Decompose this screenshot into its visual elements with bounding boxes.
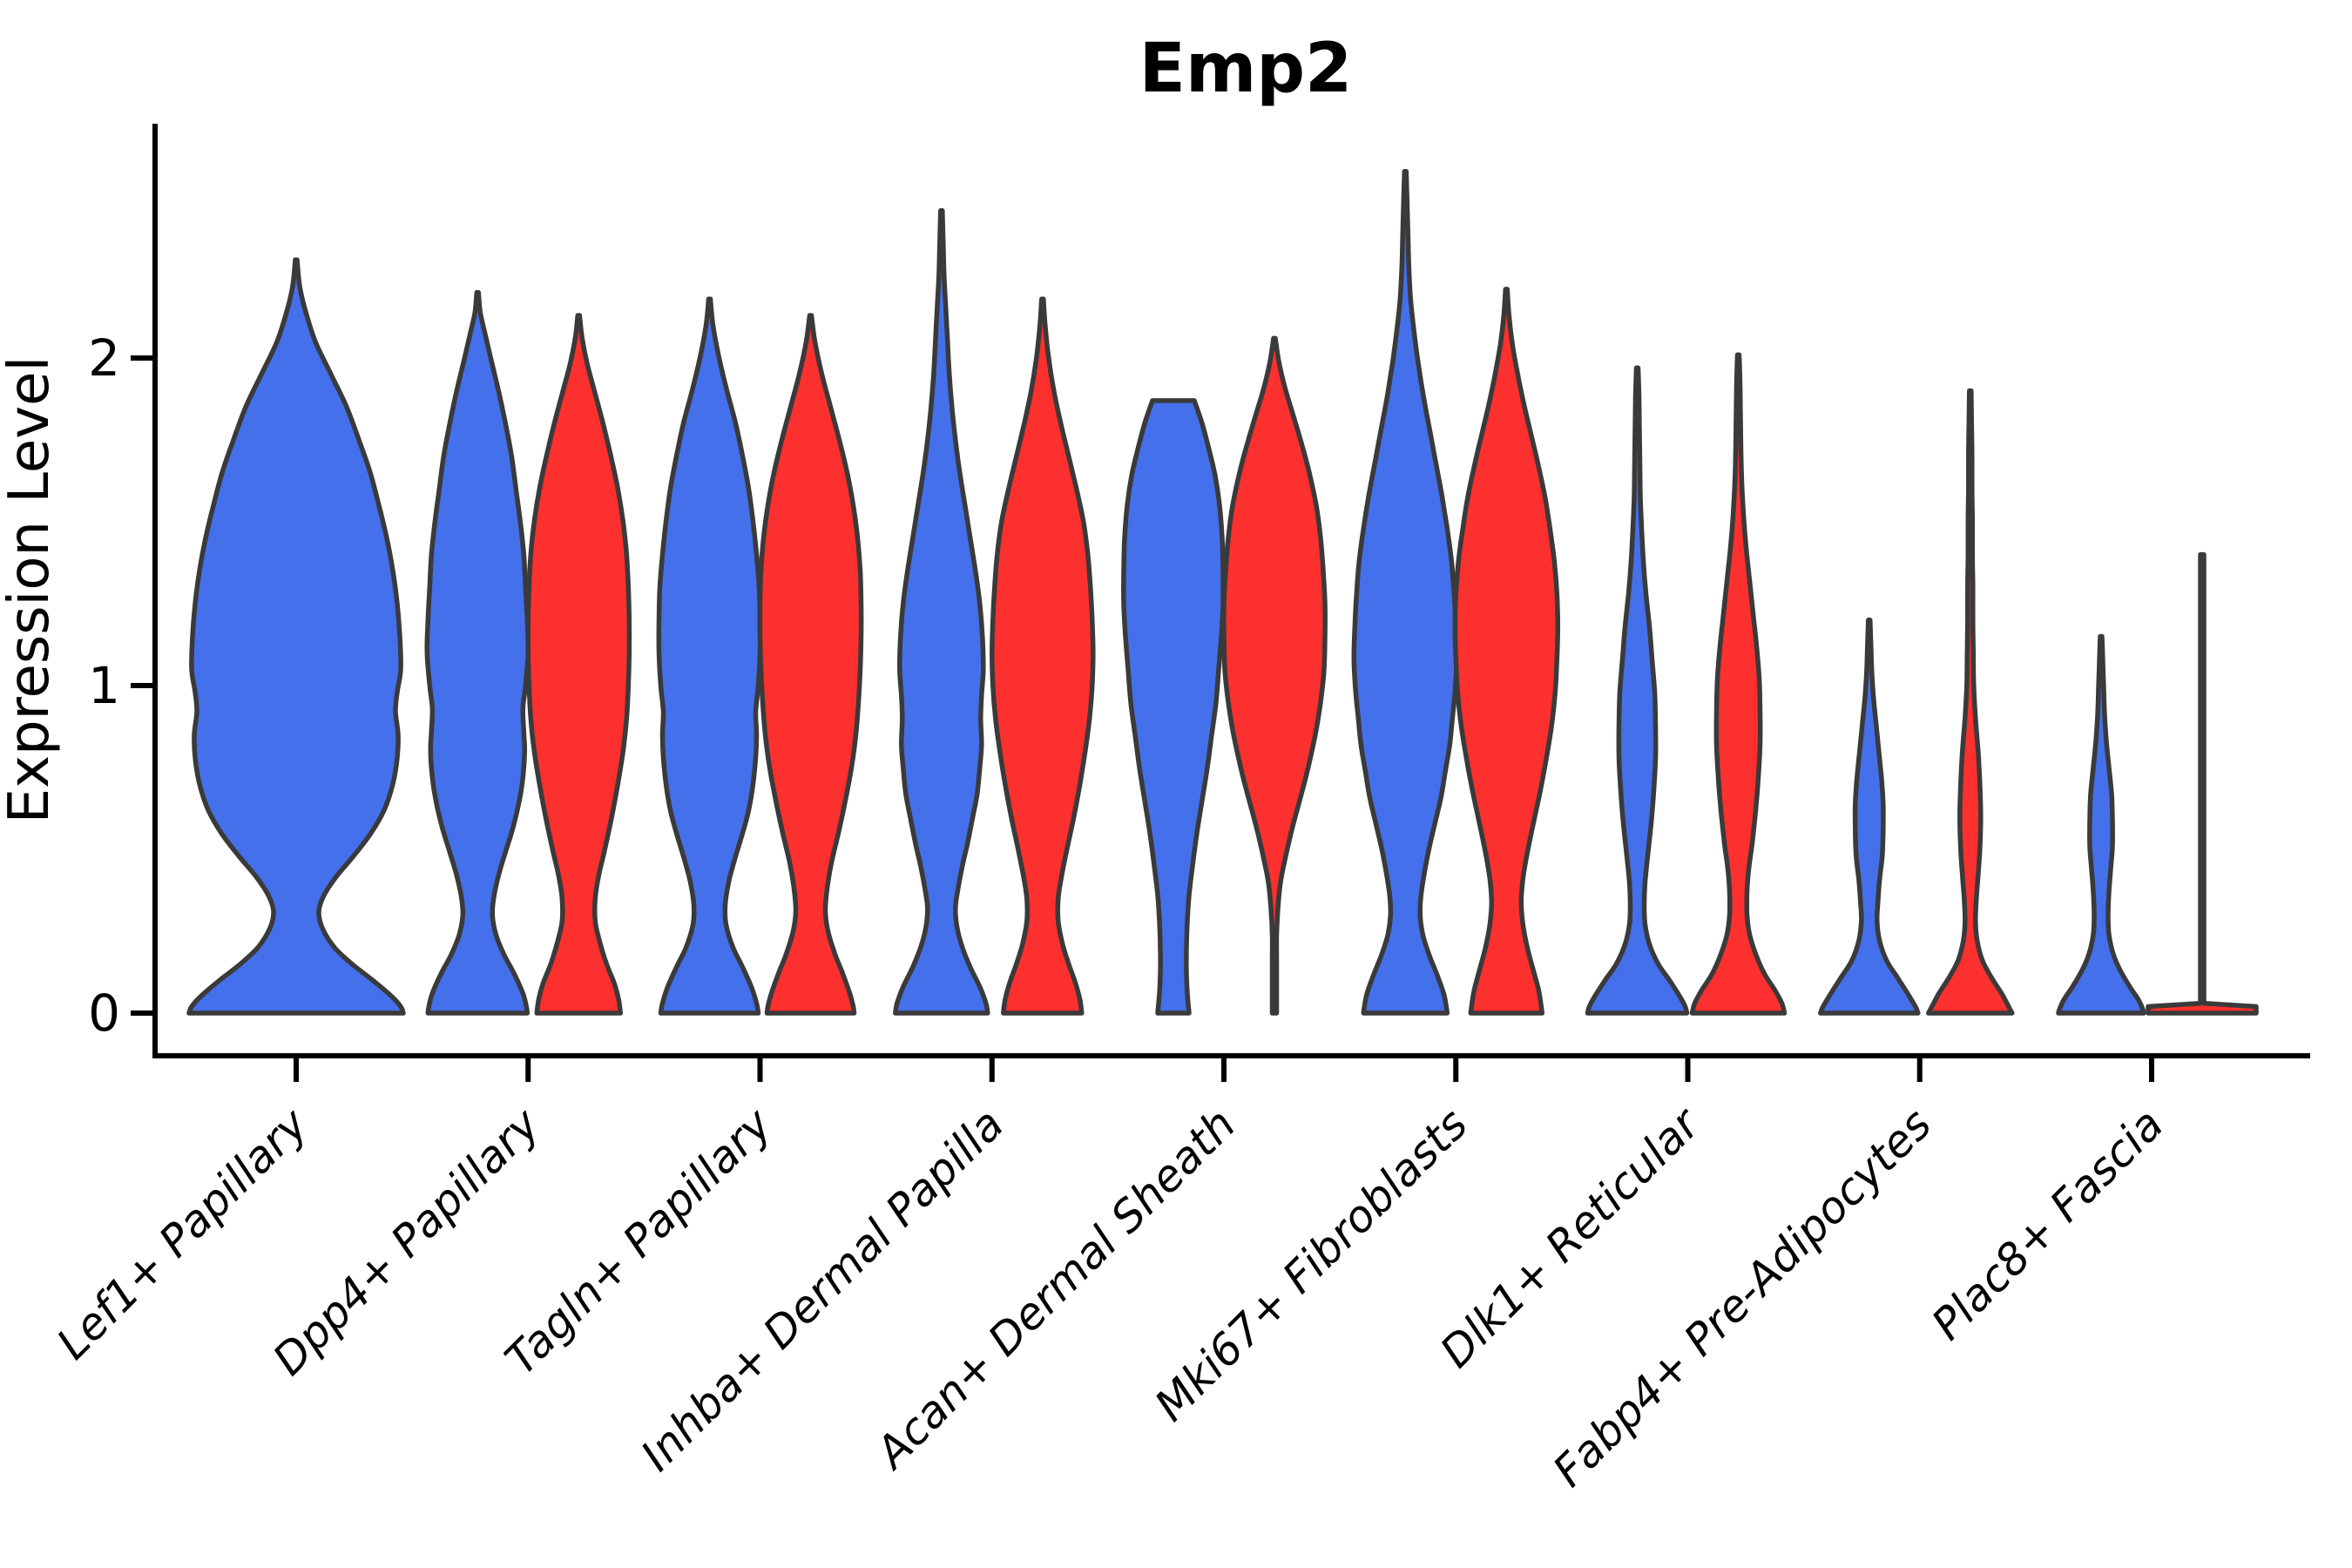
y-tick-label: 0 [88, 983, 120, 1043]
violin-dlk1-reticular-red [1689, 352, 1788, 1016]
violin-acan-dermal-sheath-red [1221, 335, 1328, 1016]
y-tick-label: 2 [88, 328, 120, 388]
violin-plac8-fascia-red [2146, 551, 2259, 1016]
x-tick-label-fabp4-pre-adipocytes: Fabp4+ Pre-Adipocytes [1544, 1098, 1942, 1497]
violin-inhba-dermal-papilla-red [990, 296, 1096, 1016]
y-tick-label: 1 [88, 656, 120, 715]
violin-acan-dermal-sheath-blue [1121, 398, 1226, 1016]
chart-title: Emp2 [1139, 30, 1353, 108]
violin-mki67-fibroblasts-red [1452, 287, 1561, 1016]
violin-tagln-papillary-red [757, 313, 864, 1016]
violin-tagln-papillary-blue [656, 296, 763, 1016]
violin-dlk1-reticular-blue [1585, 365, 1690, 1016]
violin-fabp4-pre-adipocytes-blue [1818, 618, 1921, 1016]
violin-mki67-fibroblasts-blue [1351, 168, 1460, 1016]
axes-layer [131, 124, 2310, 1082]
violin-dpp4-papillary-red [525, 313, 632, 1016]
x-tick-label-plac8-fascia: Plac8+ Fascia [1923, 1098, 2173, 1349]
violins-layer [186, 168, 2259, 1016]
y-axis-label: Expression Level [0, 356, 62, 824]
x-tick-label-lef1-papillary: Lef1+ Papillary [47, 1098, 318, 1369]
violin-lef1-papillary-blue [186, 257, 406, 1016]
violin-plac8-fascia-blue [2056, 633, 2146, 1016]
violin-fabp4-pre-adipocytes-red [1926, 388, 2015, 1016]
violin-dpp4-papillary-blue [424, 290, 531, 1016]
violin-inhba-dermal-papilla-blue [893, 208, 990, 1016]
